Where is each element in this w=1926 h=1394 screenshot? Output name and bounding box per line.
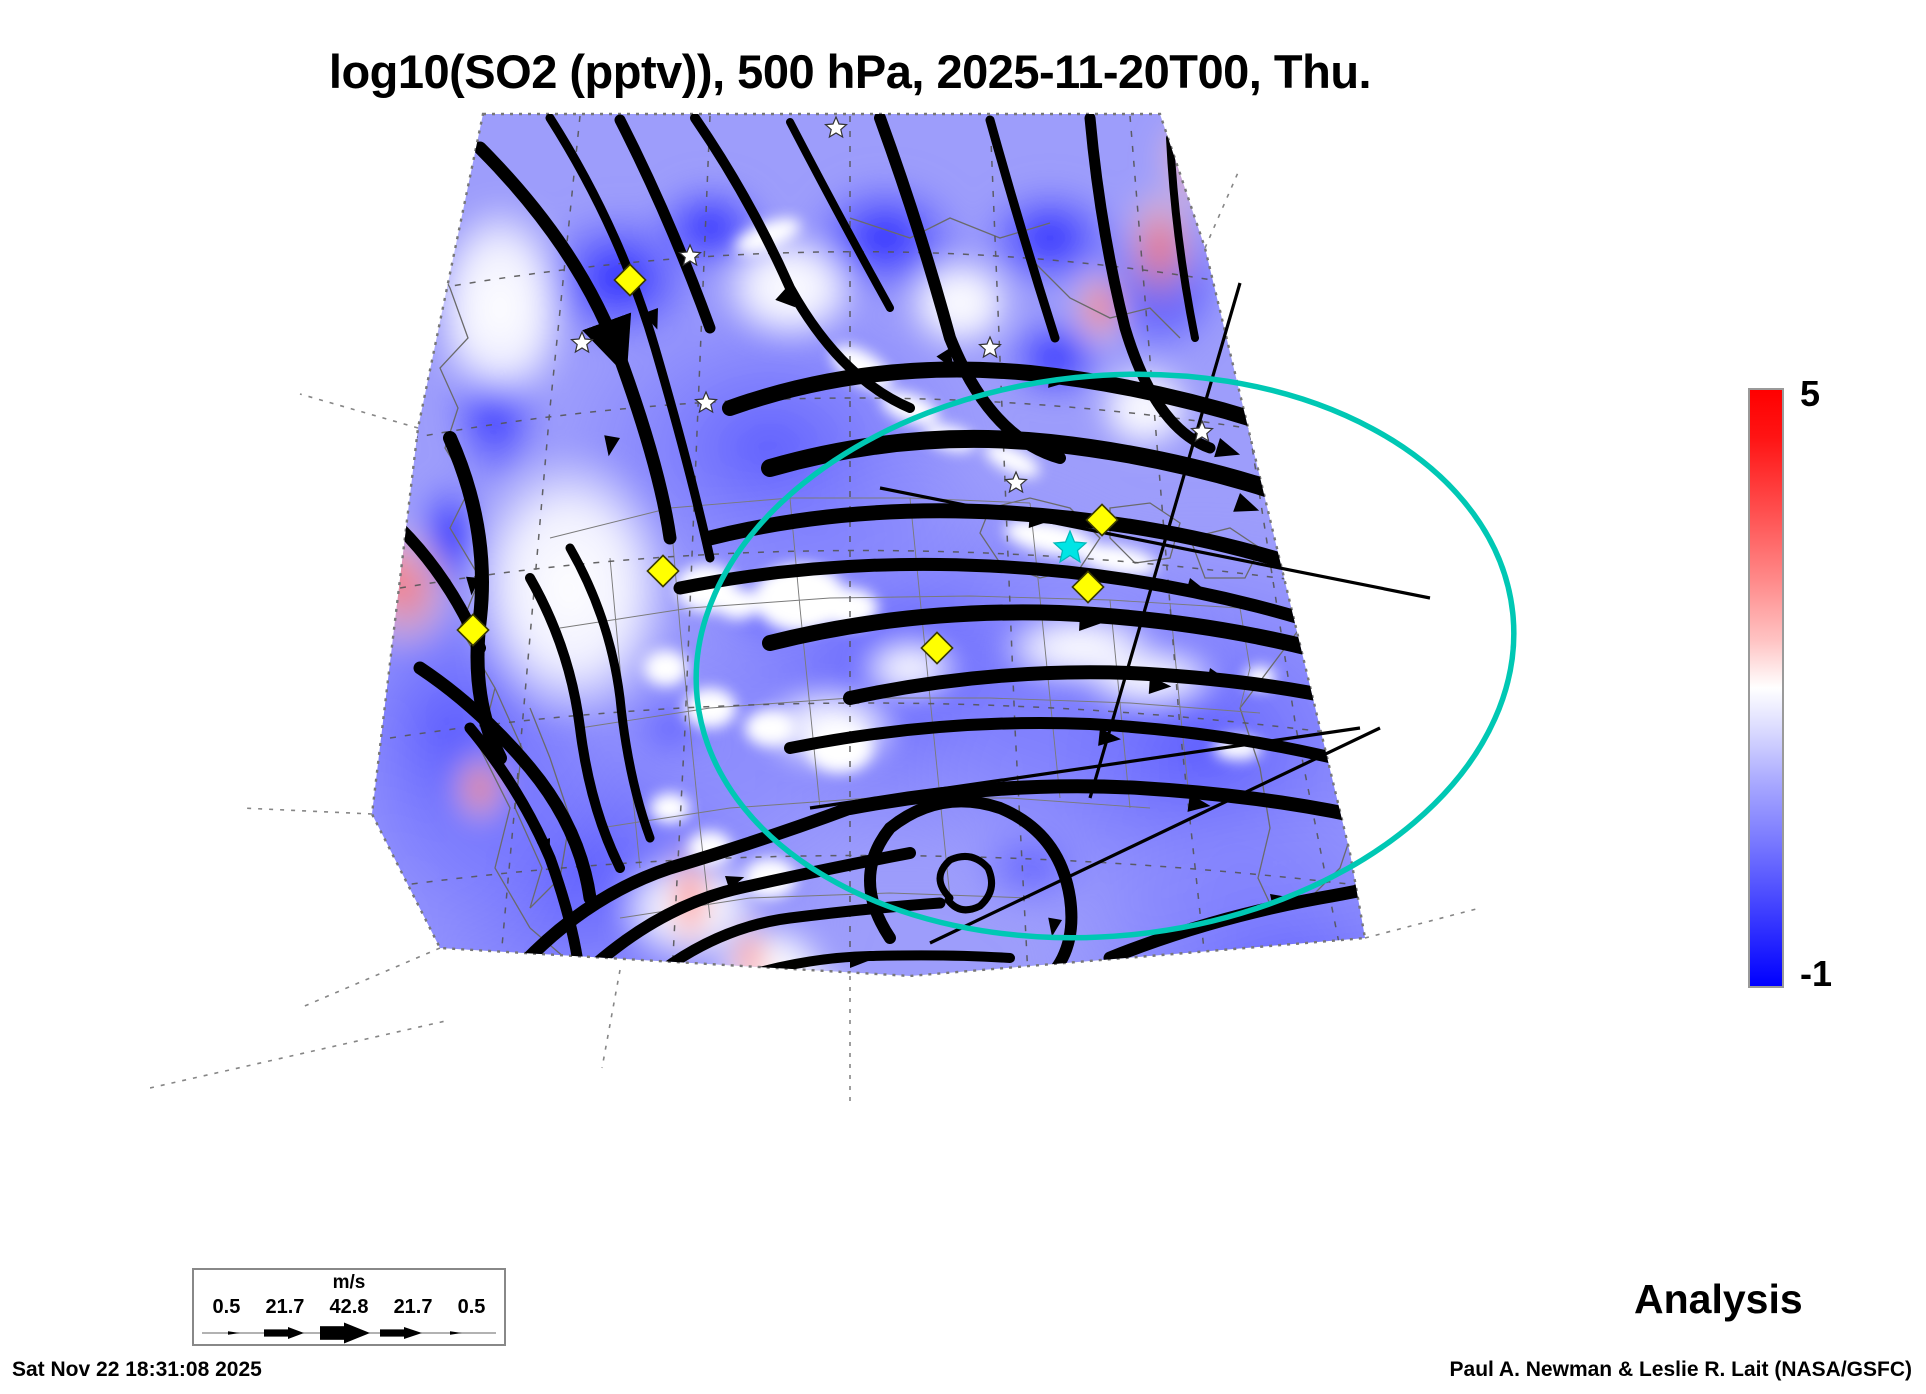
analysis-label: Analysis: [1634, 1276, 1803, 1322]
wind-key-value-1: 21.7: [265, 1296, 305, 1318]
wind-key-units-label: m/s: [332, 1272, 366, 1293]
wind-key-arrow-scale: [202, 1322, 496, 1344]
map-plot[interactable]: [150, 108, 1570, 1248]
wind-key-value-3: 21.7: [393, 1296, 433, 1318]
map-boundary: [370, 112, 1367, 978]
wind-key-values: 0.5 21.7 42.8 21.7 0.5: [194, 1296, 504, 1319]
city-star-markers: [570, 115, 1214, 494]
graticule-outside: [150, 167, 1481, 1108]
author-credit: Paul A. Newman & Leslie R. Lait (NASA/GS…: [1449, 1358, 1912, 1381]
colorbar-min-label: -1: [1800, 953, 1833, 994]
flight-track-lines: [809, 282, 1431, 945]
colorbar-max-label: 5: [1800, 373, 1821, 414]
base-site-star-marker: [1052, 529, 1088, 564]
wind-speed-key: m/s 0.5 21.7 42.8 21.7 0.5: [192, 1268, 506, 1346]
so2-field: [372, 114, 1365, 976]
site-diamond-markers: [456, 263, 1119, 665]
colorbar-gradient: [1748, 388, 1784, 988]
colorbar: 5 -1: [1742, 376, 1922, 998]
wind-streamlines: [372, 114, 1365, 976]
wind-key-value-4: 0.5: [457, 1296, 486, 1318]
map-panel[interactable]: [150, 108, 1570, 1248]
range-circle: [693, 371, 1517, 941]
wind-key-value-2: 42.8: [329, 1296, 369, 1318]
page-title: log10(SO2 (pptv)), 500 hPa, 2025-11-20T0…: [328, 45, 1372, 98]
wind-key-value-0: 0.5: [212, 1296, 241, 1318]
generation-timestamp: Sat Nov 22 18:31:08 2025: [12, 1358, 262, 1381]
